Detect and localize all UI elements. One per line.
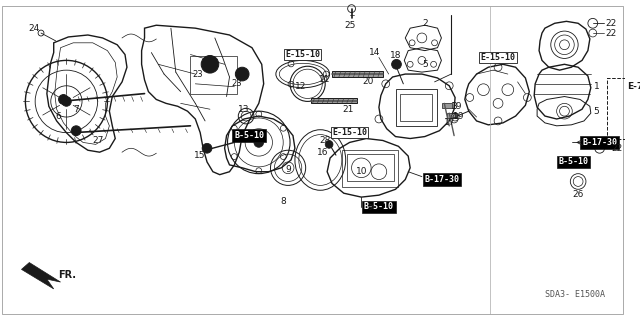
Circle shape: [392, 60, 401, 69]
Circle shape: [61, 97, 71, 106]
Text: 3: 3: [451, 102, 457, 111]
Circle shape: [254, 138, 264, 147]
Text: 16: 16: [317, 148, 328, 157]
Text: 11: 11: [319, 76, 330, 84]
Text: 8: 8: [280, 196, 286, 205]
Text: 5: 5: [594, 107, 600, 116]
Circle shape: [201, 55, 219, 73]
Text: E-15-10: E-15-10: [332, 128, 367, 137]
Circle shape: [204, 59, 216, 70]
Text: B-5-10: B-5-10: [234, 131, 264, 140]
Bar: [347, 154, 394, 181]
Text: E-15-10: E-15-10: [285, 50, 320, 59]
Text: 18: 18: [390, 51, 401, 60]
Text: 1: 1: [594, 82, 600, 91]
Text: B-17-30: B-17-30: [582, 138, 617, 147]
Bar: [396, 89, 436, 126]
Circle shape: [236, 67, 249, 81]
Text: 19: 19: [451, 102, 463, 111]
Text: 10: 10: [356, 167, 367, 176]
Text: 19: 19: [453, 112, 465, 121]
Bar: [310, 99, 357, 103]
Bar: [401, 93, 431, 121]
Polygon shape: [22, 262, 61, 289]
Text: E-15-10: E-15-10: [481, 53, 516, 62]
Text: 7: 7: [74, 105, 79, 114]
Bar: [442, 103, 452, 108]
Bar: [342, 150, 399, 187]
Text: 9: 9: [285, 165, 291, 174]
Text: B-5-10: B-5-10: [234, 131, 264, 140]
Bar: [191, 57, 237, 93]
Text: B-5-10: B-5-10: [559, 157, 589, 166]
Text: 15: 15: [195, 151, 206, 160]
Text: 25: 25: [344, 21, 355, 30]
Text: 14: 14: [369, 48, 381, 57]
Text: 5: 5: [422, 60, 428, 69]
Text: 20: 20: [362, 77, 374, 86]
Circle shape: [325, 140, 333, 148]
Text: SDA3- E1500A: SDA3- E1500A: [545, 290, 605, 299]
Text: 12: 12: [295, 82, 307, 91]
Text: 22: 22: [611, 144, 623, 153]
Circle shape: [59, 95, 68, 104]
Bar: [607, 78, 640, 139]
Bar: [447, 113, 457, 118]
Text: 26: 26: [572, 190, 584, 199]
Text: FR.: FR.: [59, 270, 77, 280]
Text: E-7: E-7: [628, 82, 640, 91]
Circle shape: [71, 126, 81, 136]
Text: 23: 23: [192, 69, 203, 79]
Text: 4: 4: [451, 112, 457, 121]
Text: 6: 6: [56, 112, 61, 121]
Text: 28: 28: [319, 136, 331, 145]
Text: 22: 22: [605, 19, 617, 28]
Text: B-5-10: B-5-10: [364, 202, 394, 212]
Text: 2: 2: [422, 19, 428, 28]
Text: 21: 21: [342, 105, 353, 114]
Circle shape: [202, 143, 212, 153]
Text: 27: 27: [92, 136, 103, 145]
Text: 23: 23: [231, 79, 242, 88]
Text: B-17-30: B-17-30: [425, 175, 460, 184]
Text: 22: 22: [605, 28, 617, 37]
Text: 24: 24: [29, 24, 40, 33]
Text: 17: 17: [444, 118, 455, 127]
Bar: [332, 71, 383, 77]
Text: 13: 13: [238, 105, 250, 114]
